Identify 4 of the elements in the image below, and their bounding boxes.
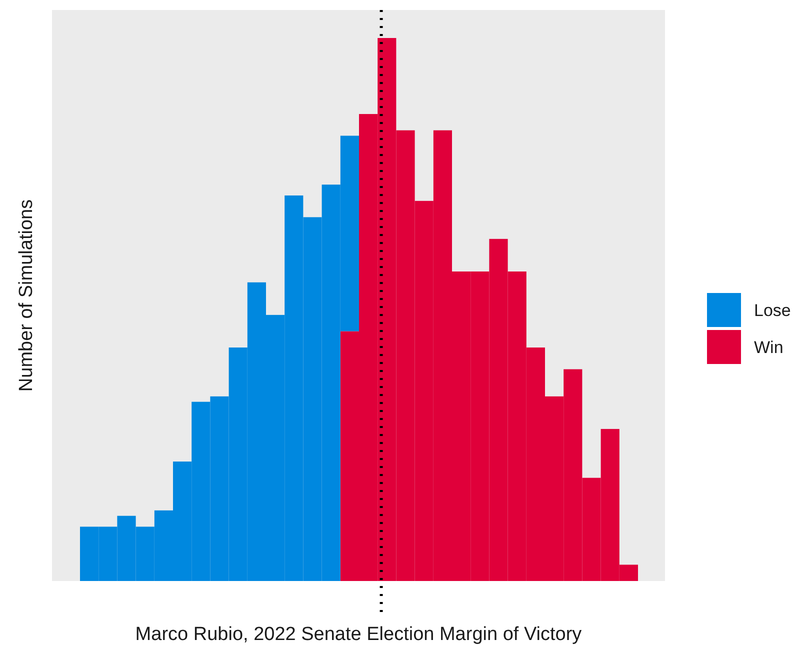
x-axis-title: Marco Rubio, 2022 Senate Election Margin of Victory [135,624,582,645]
y-axis-title: Number of Simulations [16,199,37,392]
legend-label: Win [754,338,784,357]
legend-label: Lose [754,301,791,320]
